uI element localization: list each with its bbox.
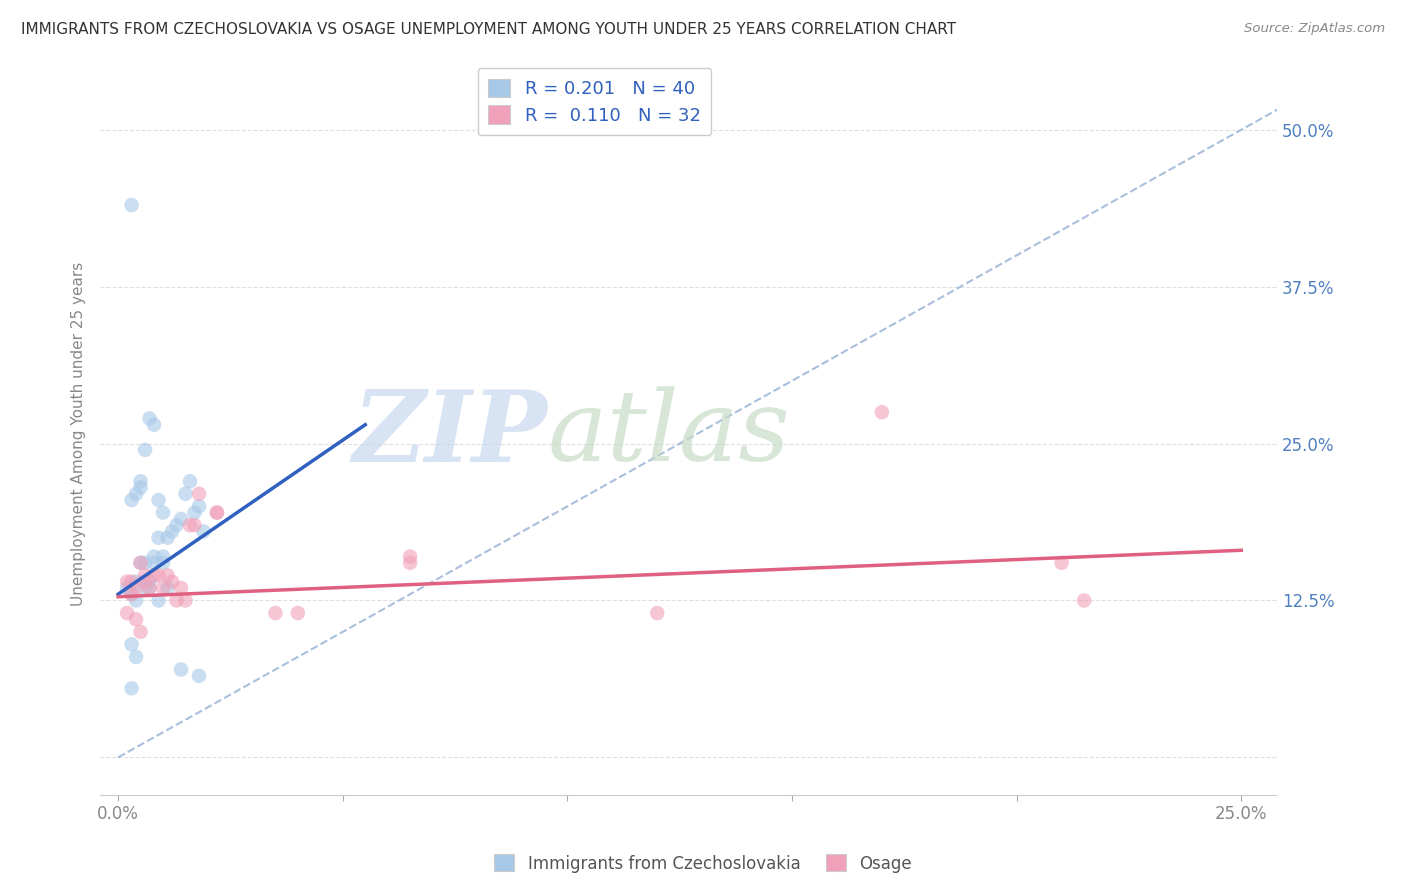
- Point: [166, 593, 188, 607]
- Point: [121, 574, 143, 589]
- Point: [1050, 556, 1073, 570]
- Point: [148, 531, 170, 545]
- Point: [125, 487, 148, 501]
- Point: [148, 568, 170, 582]
- Point: [166, 518, 188, 533]
- Point: [183, 518, 205, 533]
- Point: [156, 568, 179, 582]
- Text: ZIP: ZIP: [353, 386, 547, 483]
- Y-axis label: Unemployment Among Youth under 25 years: Unemployment Among Youth under 25 years: [72, 262, 86, 607]
- Point: [138, 581, 160, 595]
- Point: [138, 574, 160, 589]
- Point: [129, 624, 152, 639]
- Point: [134, 568, 156, 582]
- Legend: Immigrants from Czechoslovakia, Osage: Immigrants from Czechoslovakia, Osage: [488, 847, 918, 880]
- Point: [156, 581, 179, 595]
- Point: [870, 405, 893, 419]
- Point: [121, 587, 143, 601]
- Point: [129, 556, 152, 570]
- Point: [138, 581, 160, 595]
- Point: [143, 568, 166, 582]
- Point: [121, 637, 143, 651]
- Point: [138, 411, 160, 425]
- Point: [125, 650, 148, 665]
- Text: atlas: atlas: [547, 386, 790, 482]
- Point: [170, 581, 193, 595]
- Point: [129, 474, 152, 488]
- Point: [125, 574, 148, 589]
- Point: [170, 512, 193, 526]
- Point: [399, 556, 422, 570]
- Point: [129, 481, 152, 495]
- Point: [287, 606, 309, 620]
- Point: [399, 549, 422, 564]
- Point: [645, 606, 668, 620]
- Point: [193, 524, 215, 539]
- Point: [264, 606, 287, 620]
- Point: [156, 531, 179, 545]
- Point: [205, 506, 228, 520]
- Point: [152, 581, 174, 595]
- Point: [152, 549, 174, 564]
- Point: [188, 669, 211, 683]
- Point: [125, 581, 148, 595]
- Point: [170, 663, 193, 677]
- Point: [143, 417, 166, 432]
- Point: [143, 549, 166, 564]
- Point: [179, 518, 201, 533]
- Point: [205, 506, 228, 520]
- Point: [121, 587, 143, 601]
- Point: [174, 487, 197, 501]
- Point: [125, 593, 148, 607]
- Point: [121, 681, 143, 696]
- Point: [152, 556, 174, 570]
- Point: [152, 506, 174, 520]
- Point: [160, 524, 183, 539]
- Point: [143, 556, 166, 570]
- Point: [174, 593, 197, 607]
- Point: [179, 474, 201, 488]
- Point: [121, 493, 143, 508]
- Point: [134, 556, 156, 570]
- Point: [115, 574, 138, 589]
- Point: [188, 487, 211, 501]
- Point: [160, 574, 183, 589]
- Text: Source: ZipAtlas.com: Source: ZipAtlas.com: [1244, 22, 1385, 36]
- Point: [134, 442, 156, 457]
- Point: [148, 493, 170, 508]
- Point: [134, 581, 156, 595]
- Point: [115, 606, 138, 620]
- Point: [188, 500, 211, 514]
- Point: [183, 506, 205, 520]
- Text: IMMIGRANTS FROM CZECHOSLOVAKIA VS OSAGE UNEMPLOYMENT AMONG YOUTH UNDER 25 YEARS : IMMIGRANTS FROM CZECHOSLOVAKIA VS OSAGE …: [21, 22, 956, 37]
- Point: [129, 556, 152, 570]
- Legend: R = 0.201   N = 40, R =  0.110   N = 32: R = 0.201 N = 40, R = 0.110 N = 32: [478, 68, 711, 136]
- Point: [115, 581, 138, 595]
- Point: [134, 574, 156, 589]
- Point: [125, 612, 148, 626]
- Point: [148, 593, 170, 607]
- Point: [1073, 593, 1095, 607]
- Point: [121, 198, 143, 212]
